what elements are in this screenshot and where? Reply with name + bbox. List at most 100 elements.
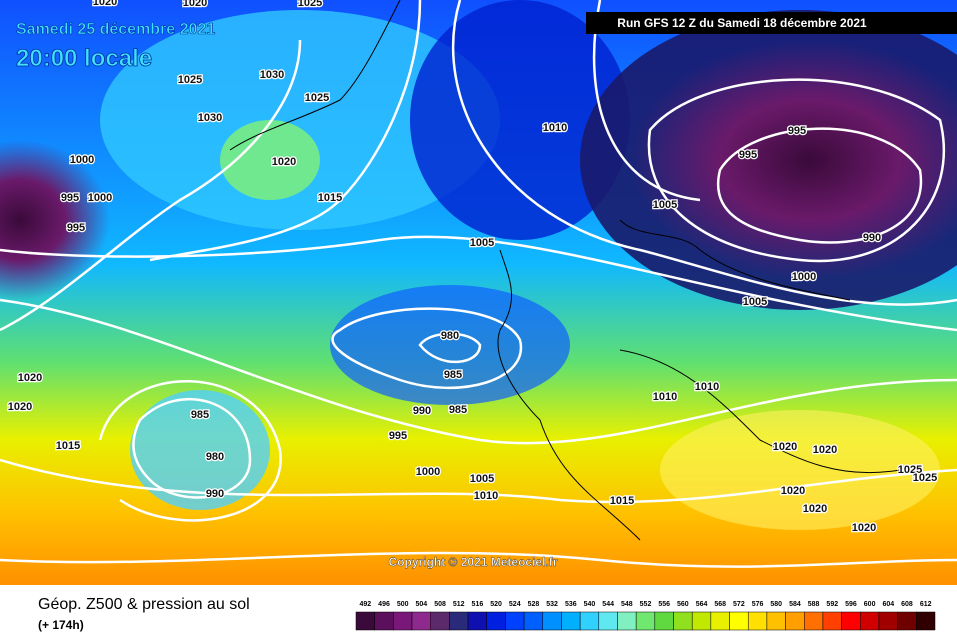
isobar-label: 1020 [773,441,797,453]
scale-swatch [822,611,842,631]
run-box [586,12,957,34]
scale-label: 564 [696,601,708,608]
isobar-label: 995 [67,222,85,234]
isobar-label: 1020 [93,0,117,8]
isobar-label: 1020 [813,444,837,456]
isobar-label: 980 [441,330,459,342]
isobar-label: 1005 [653,199,677,211]
scale-swatch [467,611,487,631]
scale-swatch [654,611,674,631]
isobar-label: 990 [206,488,224,500]
scale-label: 520 [490,601,502,608]
scale-swatch [374,611,394,631]
isobar-label: 980 [206,451,224,463]
scale-label: 568 [714,601,726,608]
scale-label: 528 [528,601,540,608]
scale-label: 584 [789,601,801,608]
scale-label: 516 [472,601,484,608]
scale-swatch [785,611,805,631]
isobar-label: 1020 [183,0,207,9]
isobar-label: 1010 [695,381,719,393]
isobar-label: 1010 [474,490,498,502]
area [220,120,320,200]
area [330,285,570,405]
scale-swatch [505,611,525,631]
isobar-label: 990 [413,405,431,417]
run-info: Run GFS 12 Z du Samedi 18 décembre 2021 [617,16,867,30]
scale-label: 608 [901,601,913,608]
isobar-label: 995 [389,430,407,442]
scale-swatch [579,611,600,631]
scale-swatch [841,611,861,631]
scale-swatch [355,611,375,631]
area [0,140,110,300]
scale-label: 540 [584,601,596,608]
isobar-label: 1015 [56,440,80,452]
scale-label: 508 [434,601,446,608]
area [100,10,500,230]
footer-title: Géop. Z500 & pression au sol [38,596,250,613]
scale-label: 556 [658,601,670,608]
isobar-label: 1020 [852,522,876,534]
scale-swatch [804,611,824,631]
forecast-date: Samedi 25 décembre 2021 [16,21,215,38]
isobar-label: 985 [444,369,462,381]
isobar-label: 1020 [803,503,827,515]
isobar-label: 1025 [913,472,937,484]
isobar-label: 1010 [653,391,677,403]
isobar-label: 1015 [610,495,634,507]
scale-swatch [860,611,880,631]
scale-swatch [449,611,469,631]
scale-swatch [766,611,786,631]
scale-label: 548 [621,601,633,608]
isobar-label: 1015 [318,192,342,204]
scale-swatch [673,611,693,631]
isobars [0,0,957,567]
isobar-label: 1005 [470,473,494,485]
scale-swatch [598,611,618,631]
isobar-label: 1000 [88,192,112,204]
scale-swatch [561,611,581,631]
scale-label: 492 [359,601,371,608]
area [660,410,940,530]
isobar-label: 1020 [781,485,805,497]
coastlines [229,0,901,541]
scale-swatch [729,611,749,631]
scale-label: 580 [770,601,782,608]
scale-label: 592 [826,601,838,608]
scale-label: 600 [864,601,876,608]
scale-label: 604 [882,601,894,608]
scale-swatch [617,611,637,631]
isobar-label: 1020 [18,372,42,384]
isobar-label: 1020 [8,401,32,413]
scale-label: 524 [509,601,521,608]
scale-swatch [523,611,544,631]
copyright: Copyright © 2021 Meteociel.fr [389,555,558,569]
scale-label: 504 [416,601,428,608]
isobar-label: 985 [191,409,209,421]
isobar-label: 985 [449,404,467,416]
scale-swatch [710,611,730,631]
area [630,40,957,280]
scale-swatch [486,611,506,631]
scale-label: 588 [808,601,820,608]
scale-swatch [542,611,562,631]
isobar-label: 1025 [898,464,922,476]
scale-label: 512 [453,601,465,608]
isobar-label: 1010 [543,122,567,134]
scale-swatch [897,611,917,631]
isobar-label: 1025 [305,92,329,104]
isobar-label: 1025 [298,0,322,9]
scale-label: 500 [397,601,409,608]
isobar-label: 995 [788,125,806,137]
scale-label: 560 [677,601,689,608]
scale-label: 496 [378,601,390,608]
scale-label: 576 [752,601,764,608]
isobar-label: 1030 [198,112,222,124]
scale-swatch [747,611,768,631]
forecast-time: 20:00 locale [16,45,152,72]
scale-swatch [635,611,656,631]
scale-label: 572 [733,601,745,608]
